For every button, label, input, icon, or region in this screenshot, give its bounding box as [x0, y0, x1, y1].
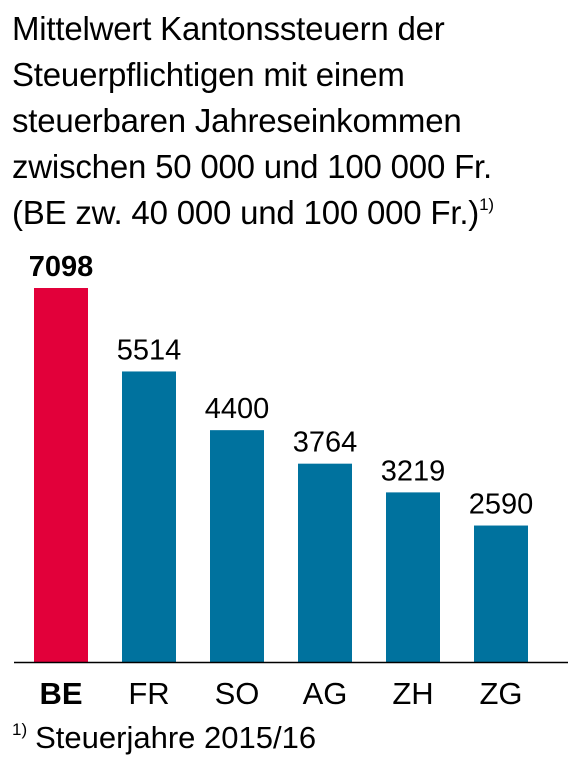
bar-so [210, 430, 264, 662]
value-label-be: 7098 [29, 251, 94, 283]
bar-chart: 7098 BE 5514 FR 4400 SO 3764 AG 3219 ZH 2590 ZG [14, 251, 568, 711]
chart-title-line-4: zwischen 50 000 und 100 000 Fr. [12, 148, 492, 185]
chart-title-line-1: Mittelwert Kantonssteuern der [12, 10, 445, 47]
chart-title-line-5-text: (BE zw. 40 000 und 100 000 Fr.) [12, 194, 480, 231]
category-label-ag: AG [303, 676, 348, 711]
chart-title-line-5: (BE zw. 40 000 und 100 000 Fr.)1) [12, 190, 572, 236]
title-footnote-marker: 1) [479, 195, 494, 214]
footnote: 1) Steuerjahre 2015/16 [12, 718, 316, 758]
value-label-zh: 3219 [381, 455, 446, 487]
bar-fr [122, 371, 176, 662]
bar-zh [386, 492, 440, 662]
category-label-zh: ZH [392, 676, 433, 711]
bar-be [34, 288, 88, 662]
chart-title-line-3: steuerbaren Jahreseinkommen [12, 102, 462, 139]
chart-title: Mittelwert Kantonssteuern der Steuerpfli… [12, 6, 572, 236]
footnote-marker: 1) [12, 720, 28, 739]
value-label-ag: 3764 [293, 427, 358, 459]
category-label-fr: FR [128, 676, 169, 711]
bar-ag [298, 463, 352, 662]
footnote-text: Steuerjahre 2015/16 [35, 720, 317, 755]
category-label-be: BE [39, 676, 82, 711]
category-label-zg: ZG [479, 676, 522, 711]
bar-zg [474, 525, 528, 662]
category-label-so: SO [215, 676, 260, 711]
value-label-zg: 2590 [469, 489, 534, 521]
value-label-so: 4400 [205, 393, 270, 425]
chart-title-line-2: Steuerpflichtigen mit einem [12, 56, 405, 93]
value-label-fr: 5514 [117, 334, 182, 366]
